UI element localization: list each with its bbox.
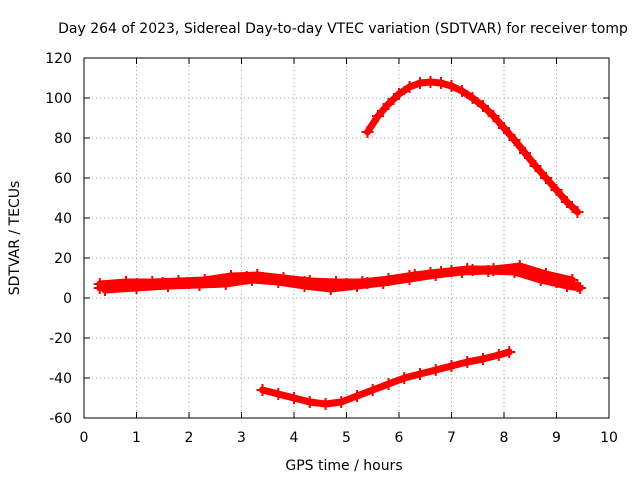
- data-point-marker: [561, 280, 573, 292]
- data-point-marker: [456, 85, 468, 97]
- data-point-marker: [372, 110, 384, 122]
- data-point-marker: [393, 88, 405, 100]
- data-point-marker: [466, 92, 479, 104]
- x-tick-label: 9: [552, 430, 561, 446]
- data-point-marker: [424, 76, 437, 88]
- y-tick-label: 100: [45, 91, 72, 107]
- y-tick-label: -20: [49, 331, 72, 347]
- data-point-marker: [130, 282, 143, 294]
- y-tick-label: 40: [54, 211, 72, 227]
- data-point-marker: [540, 172, 552, 184]
- chart-title: Day 264 of 2023, Sidereal Day-to-day VTE…: [58, 21, 628, 37]
- data-point-marker: [445, 80, 458, 92]
- x-axis-title: GPS time / hours: [285, 458, 402, 474]
- data-point-marker: [298, 280, 311, 292]
- x-tick-label: 10: [600, 430, 618, 446]
- y-tick-label: 120: [45, 51, 72, 67]
- data-point-marker: [93, 278, 106, 290]
- data-point-marker: [435, 77, 447, 89]
- data-point-marker: [561, 196, 573, 208]
- data-point-marker: [477, 353, 489, 365]
- data-point-marker: [162, 280, 174, 292]
- data-point-marker: [335, 396, 348, 408]
- data-point-marker: [477, 100, 489, 112]
- y-axis-title: SDTVAR / TECUs: [7, 181, 23, 296]
- y-tick-label: 20: [54, 251, 72, 267]
- y-tick-label: 0: [63, 291, 72, 307]
- data-point-marker: [366, 384, 379, 396]
- data-point-marker: [492, 349, 505, 361]
- x-tick-label: 1: [132, 430, 141, 446]
- x-tick-label: 4: [290, 430, 299, 446]
- y-tick-label: 60: [54, 171, 72, 187]
- x-tick-label: 7: [447, 430, 456, 446]
- data-point-marker: [403, 81, 416, 93]
- data-point-marker: [324, 283, 337, 295]
- data-point-marker: [429, 269, 442, 281]
- data-point-marker: [219, 278, 232, 290]
- x-tick-label: 8: [500, 430, 509, 446]
- data-point-marker: [99, 284, 111, 296]
- data-point-marker: [487, 110, 500, 122]
- data-point-marker: [482, 265, 495, 277]
- axis-ticks: 0 1 2 3 4 5 6 7 8 9 10 -60 -40 -20 0 20 40 60 80 100 120: [45, 51, 618, 446]
- series-satellite-track-low: [256, 346, 516, 410]
- data-point-marker: [498, 122, 510, 134]
- grid: [84, 58, 609, 418]
- data-point-marker: [272, 388, 285, 400]
- data-point-marker: [361, 126, 374, 138]
- data-point-marker: [550, 184, 563, 196]
- data-point-marker: [429, 364, 442, 376]
- x-tick-label: 6: [395, 430, 404, 446]
- data-point-marker: [574, 282, 587, 294]
- data-point-marker: [414, 77, 426, 89]
- data-point-marker: [398, 372, 411, 384]
- data-point-marker: [193, 279, 206, 291]
- data-point-marker: [508, 266, 521, 278]
- data-point-marker: [534, 274, 547, 286]
- y-tick-label: 80: [54, 131, 72, 147]
- data-point-marker: [246, 274, 258, 286]
- data-point-marker: [256, 384, 269, 396]
- y-tick-label: -40: [49, 371, 72, 387]
- x-tick-label: 3: [237, 430, 246, 446]
- data-point-marker: [461, 356, 474, 368]
- data-point-marker: [571, 206, 584, 218]
- y-tick-label: -60: [49, 411, 72, 427]
- data-points: [93, 76, 587, 410]
- data-point-marker: [288, 392, 300, 404]
- data-point-marker: [445, 360, 458, 372]
- data-point-marker: [319, 398, 332, 410]
- series-satellite-track-high: [361, 76, 584, 218]
- data-point-marker: [377, 277, 390, 289]
- data-point-marker: [503, 346, 516, 358]
- x-tick-label: 2: [185, 430, 194, 446]
- data-point-marker: [351, 390, 363, 402]
- data-point-marker: [414, 368, 426, 380]
- data-point-marker: [382, 378, 395, 390]
- data-point-marker: [382, 98, 395, 110]
- x-tick-label: 0: [80, 430, 89, 446]
- series-satellite-track-middle-c: [99, 265, 587, 296]
- data-point-marker: [529, 160, 542, 172]
- x-tick-label: 5: [342, 430, 351, 446]
- data-point-marker: [508, 134, 521, 146]
- data-point-marker: [303, 396, 316, 408]
- data-point-marker: [519, 147, 531, 159]
- data-point-marker: [351, 280, 363, 292]
- data-point-marker: [403, 273, 416, 285]
- data-point-marker: [456, 266, 468, 278]
- data-point-marker: [272, 276, 285, 288]
